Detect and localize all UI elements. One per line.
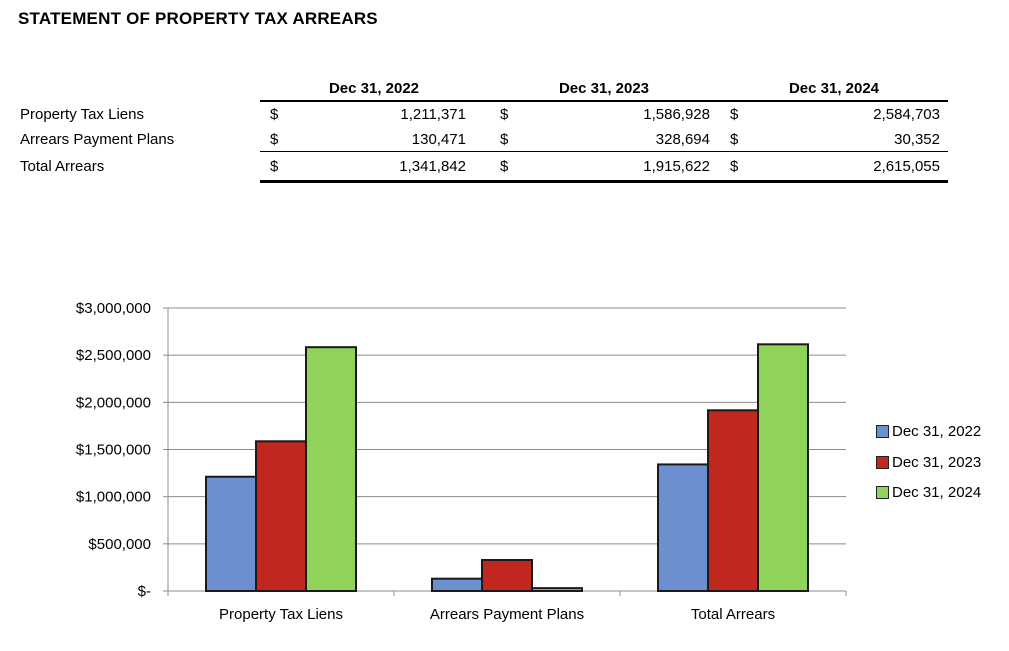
bar-arrears-payment-plans-0 — [431, 577, 483, 593]
header-rule — [260, 100, 948, 102]
y-tick-label: $1,000,000 — [76, 489, 151, 506]
currency-symbol: $ — [500, 158, 509, 175]
column-header-2024: Dec 31, 2024 — [788, 80, 880, 97]
x-tick-label: Property Tax Liens — [219, 606, 343, 623]
legend-item-2023: Dec 31, 2023 — [876, 454, 981, 471]
currency-symbol: $ — [500, 106, 509, 123]
cell-plans-2023: 328,694 — [655, 131, 710, 148]
bar-total-arrears-2 — [757, 343, 809, 592]
cell-liens-2024: 2,584,703 — [873, 106, 940, 123]
legend-label-2022: Dec 31, 2022 — [892, 423, 982, 440]
currency-symbol: $ — [500, 131, 509, 148]
currency-symbol: $ — [730, 131, 739, 148]
currency-symbol: $ — [730, 158, 739, 175]
bar-property-tax-liens-1 — [255, 440, 307, 593]
y-tick-label: $1,500,000 — [76, 442, 151, 459]
row-label-total: Total Arrears — [20, 158, 105, 175]
cell-liens-2023: 1,586,928 — [643, 106, 710, 123]
cell-liens-2022: 1,211,371 — [400, 106, 466, 123]
currency-symbol: $ — [730, 106, 739, 123]
column-header-2023: Dec 31, 2023 — [558, 80, 650, 97]
legend-item-2024: Dec 31, 2024 — [876, 484, 981, 501]
cell-total-2023: 1,915,622 — [643, 158, 710, 175]
legend-label-2023: Dec 31, 2023 — [892, 454, 982, 471]
total-rule — [260, 180, 948, 183]
legend-swatch-2024 — [876, 486, 889, 499]
bar-arrears-payment-plans-1 — [481, 558, 533, 593]
subtotal-rule — [260, 151, 948, 152]
y-tick-label: $2,500,000 — [76, 347, 151, 364]
legend-item-2022: Dec 31, 2022 — [876, 423, 981, 440]
cell-total-2024: 2,615,055 — [873, 158, 940, 175]
legend-label-2024: Dec 31, 2024 — [892, 484, 982, 501]
column-header-2022: Dec 31, 2022 — [328, 80, 420, 97]
bar-property-tax-liens-2 — [305, 346, 357, 593]
bar-total-arrears-0 — [657, 463, 709, 593]
page-title: STATEMENT OF PROPERTY TAX ARREARS — [18, 9, 378, 28]
y-tick-label: $3,000,000 — [76, 300, 151, 317]
currency-symbol: $ — [270, 106, 279, 123]
x-tick-label: Total Arrears — [691, 606, 775, 623]
cell-plans-2022: 130,471 — [411, 131, 466, 148]
cell-total-2022: 1,341,842 — [399, 158, 466, 175]
y-tick-label: $500,000 — [88, 536, 151, 553]
cell-plans-2024: 30,352 — [894, 131, 940, 148]
bar-arrears-payment-plans-2 — [531, 587, 583, 592]
currency-symbol: $ — [270, 158, 279, 175]
legend-swatch-2023 — [876, 456, 889, 469]
legend-swatch-2022 — [876, 425, 889, 438]
bar-property-tax-liens-0 — [205, 475, 257, 592]
bar-total-arrears-1 — [707, 409, 759, 593]
x-tick-label: Arrears Payment Plans — [430, 606, 584, 623]
y-tick-label: $2,000,000 — [76, 394, 151, 411]
row-label-payment-plans: Arrears Payment Plans — [20, 131, 175, 148]
row-label-liens: Property Tax Liens — [20, 106, 144, 123]
currency-symbol: $ — [270, 131, 279, 148]
y-tick-label: $- — [138, 583, 151, 600]
